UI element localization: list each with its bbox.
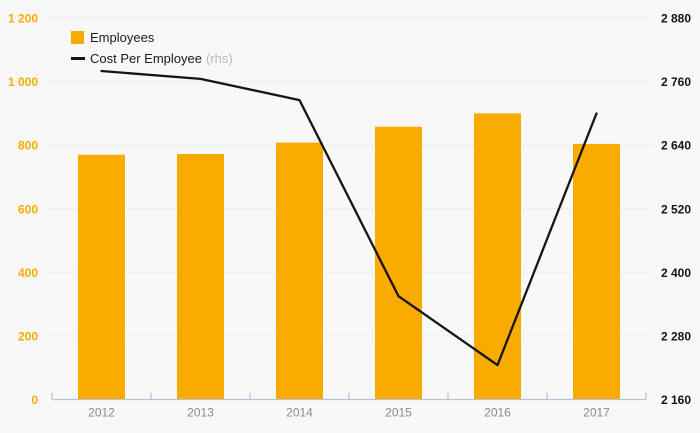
- x-axis-label-2013: 2013: [187, 406, 214, 420]
- legend-item-employees[interactable]: Employees: [71, 29, 233, 46]
- legend-label-employees: Employees: [90, 30, 155, 45]
- right-axis-tick-label: 2 880: [661, 12, 691, 26]
- x-axis-label-2015: 2015: [385, 406, 412, 420]
- right-axis-tick-label: 2 760: [661, 75, 691, 89]
- bar-2013: [177, 154, 224, 400]
- left-axis-tick-label: 800: [18, 139, 38, 153]
- legend-label-cost-per-employee: Cost Per Employee: [90, 51, 202, 66]
- left-axis-tick-label: 0: [31, 393, 38, 407]
- right-axis-tick-label: 2 520: [661, 202, 691, 216]
- left-axis-tick-label: 200: [18, 329, 38, 343]
- right-axis-tick-label: 2 160: [661, 393, 691, 407]
- x-axis-label-2012: 2012: [88, 406, 115, 420]
- left-axis-tick-label: 400: [18, 266, 38, 280]
- left-axis-tick-label: 600: [18, 202, 38, 216]
- legend: Employees Cost Per Employee (rhs): [71, 29, 233, 67]
- bar-2014: [276, 142, 323, 400]
- x-axis-label-2016: 2016: [484, 406, 511, 420]
- bar-2016: [474, 113, 521, 400]
- x-axis-label-2014: 2014: [286, 406, 313, 420]
- bar-swatch-icon: [71, 31, 84, 44]
- cost-per-employee-line: [100, 69, 598, 367]
- x-axis-label-2017: 2017: [583, 406, 610, 420]
- left-axis-tick-label: 1 000: [8, 75, 38, 89]
- line-swatch-icon: [71, 57, 85, 60]
- left-axis-tick-label: 1 200: [8, 12, 38, 26]
- right-axis-tick-label: 2 400: [661, 266, 691, 280]
- right-axis-tick-label: 2 280: [661, 329, 691, 343]
- bar-2012: [78, 154, 125, 400]
- legend-item-cost-per-employee[interactable]: Cost Per Employee (rhs): [71, 50, 233, 67]
- right-axis-tick-label: 2 640: [661, 139, 691, 153]
- legend-rhs-suffix: (rhs): [206, 51, 233, 66]
- bar-2017: [573, 143, 620, 400]
